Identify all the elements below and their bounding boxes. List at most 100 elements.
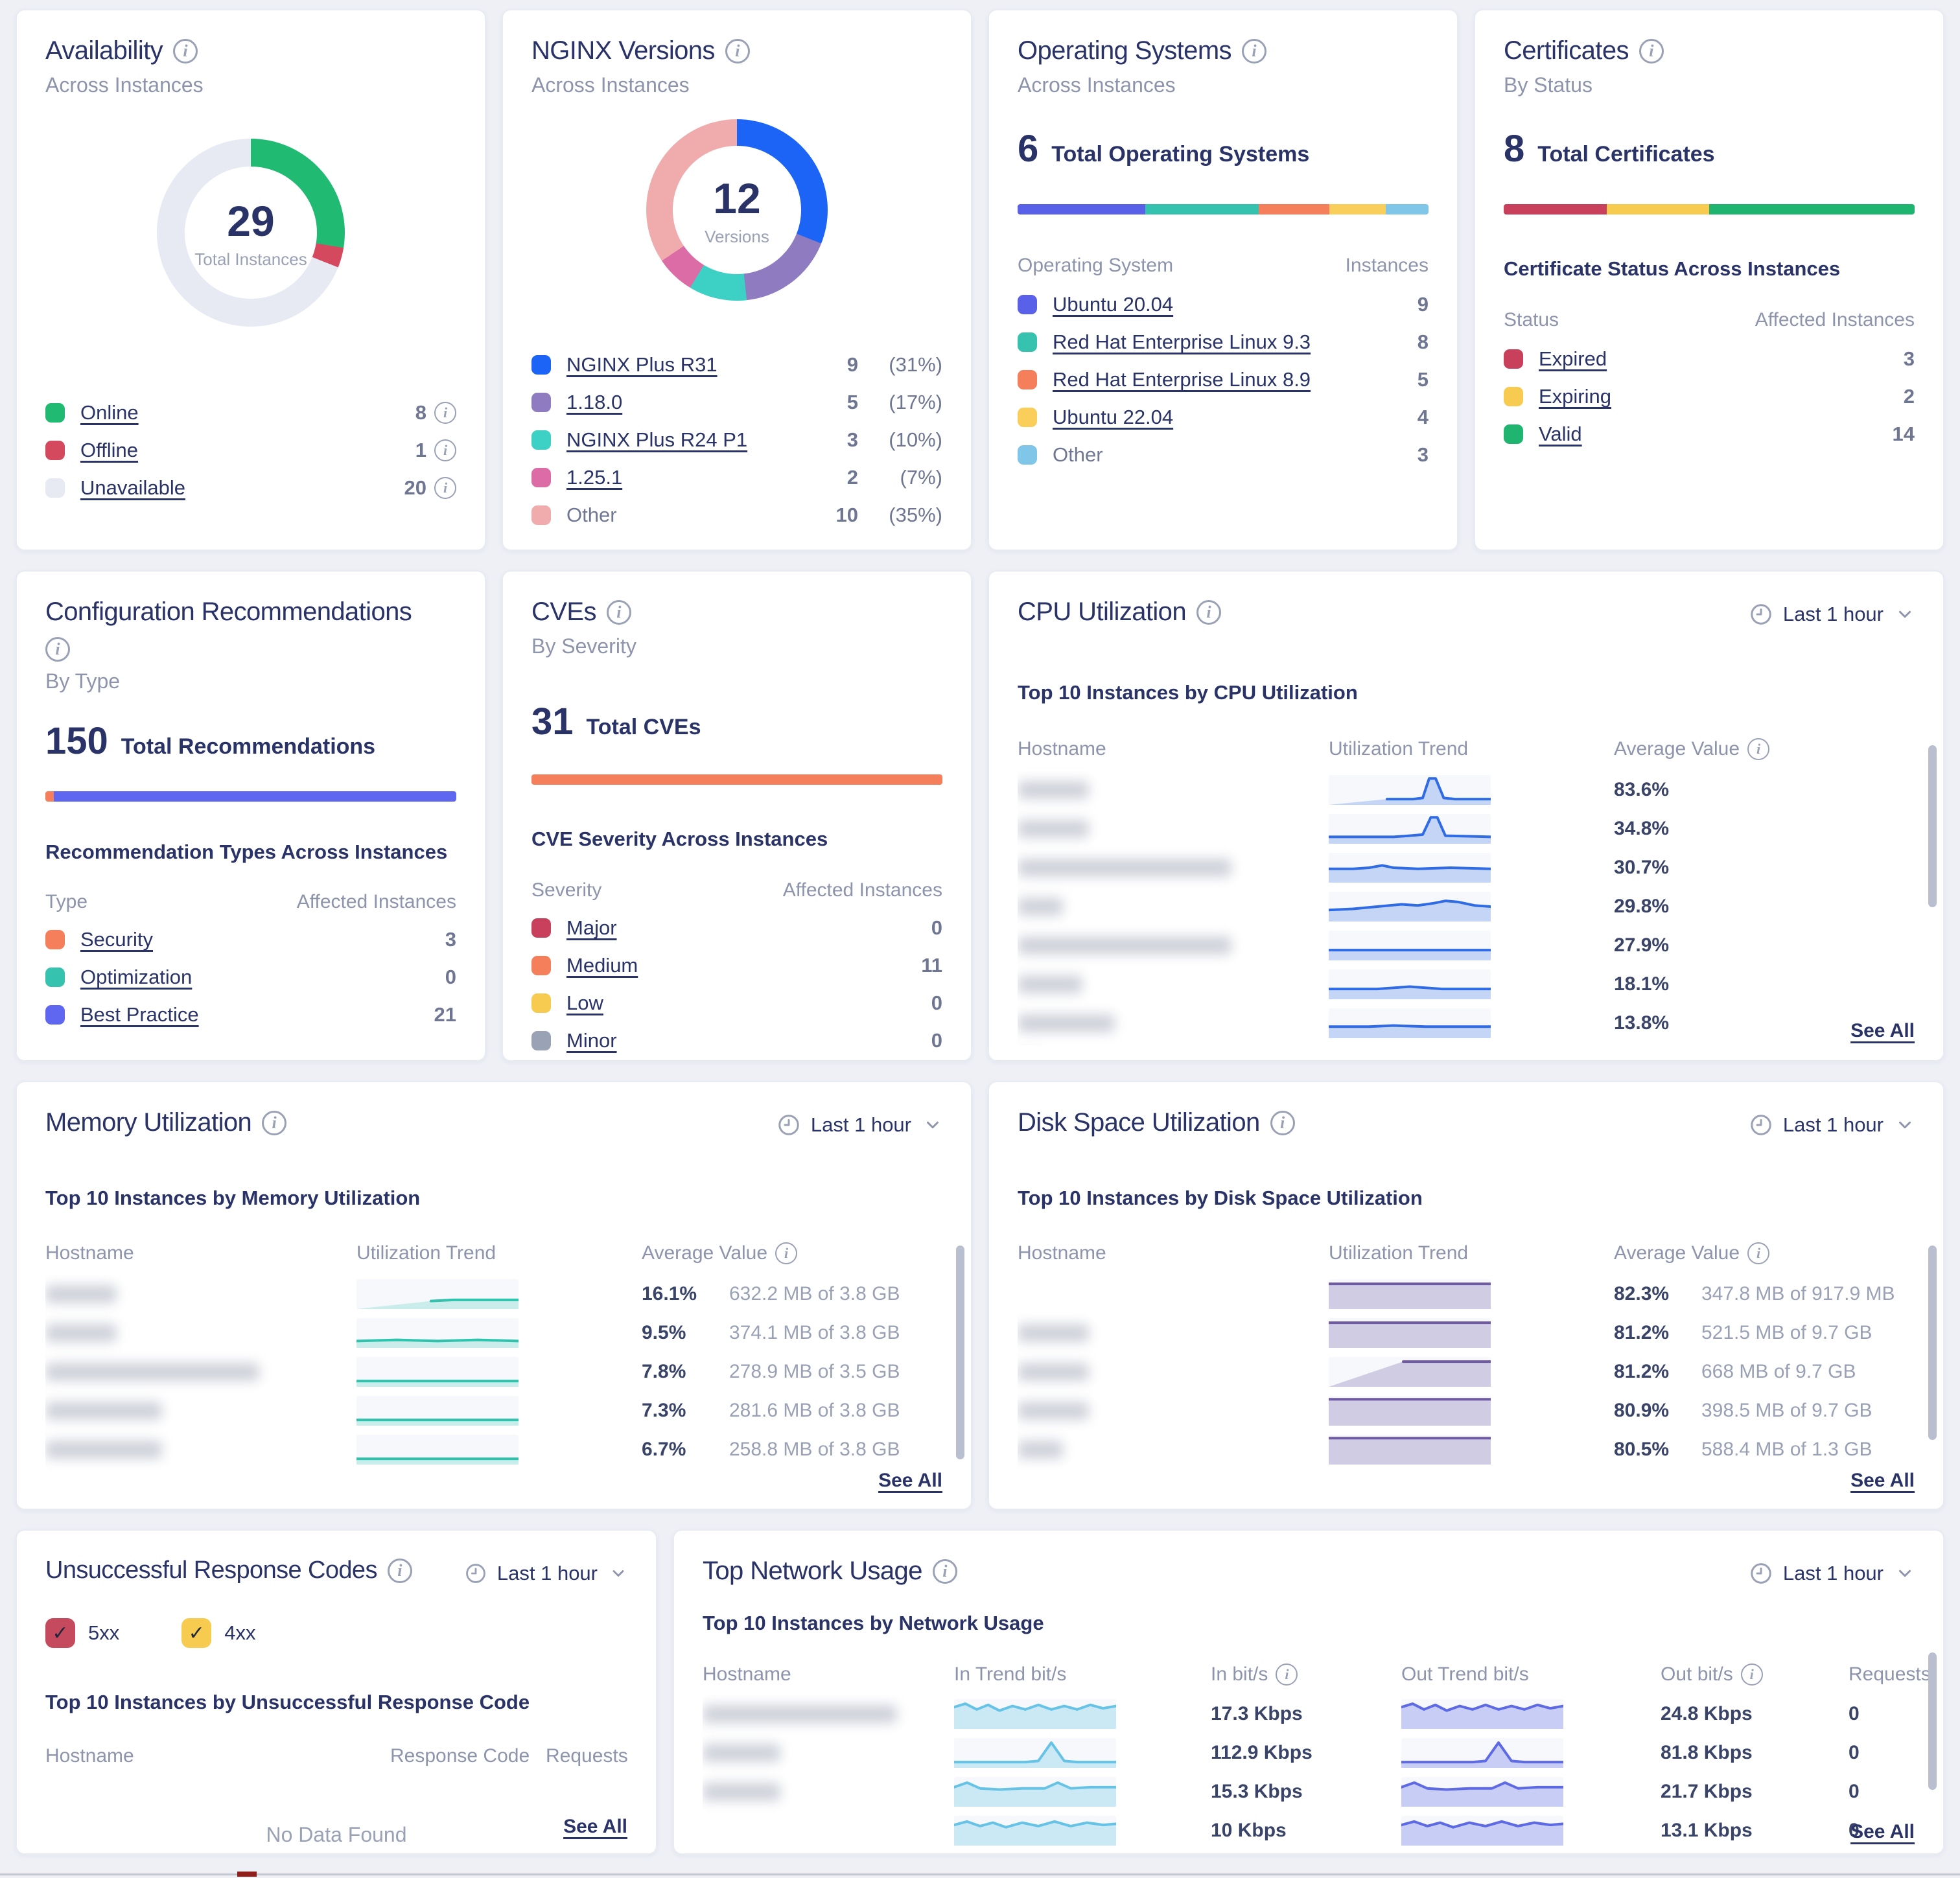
legend-item-link[interactable]: Ubuntu 22.04 — [1053, 406, 1174, 428]
card-subtitle: Across Instances — [531, 73, 690, 97]
legend-item-link[interactable]: Security — [80, 928, 153, 951]
vertical-scrollbar[interactable] — [1928, 745, 1937, 907]
nginx-versions-donut-chart: 12 Versions — [646, 119, 828, 301]
info-icon[interactable]: i — [262, 1110, 287, 1135]
legend-item-link[interactable]: Offline — [80, 439, 139, 461]
info-icon[interactable]: i — [606, 599, 631, 625]
info-icon[interactable]: i — [434, 439, 456, 461]
info-icon[interactable]: i — [1740, 1664, 1763, 1686]
disk-space-utilization-card: Disk Space Utilization i Last 1 hour Top… — [988, 1081, 1944, 1510]
time-range-picker[interactable]: Last 1 hour — [1749, 1113, 1915, 1137]
filter-checkbox-4xx[interactable]: ✓ 4xx — [181, 1618, 256, 1648]
hostname-redacted — [1018, 820, 1089, 838]
table-row: 7.8% 278.9 MB of 3.5 GB — [45, 1352, 942, 1391]
legend-item-link[interactable]: Major — [566, 916, 617, 939]
checkbox-icon[interactable]: ✓ — [45, 1618, 75, 1648]
trend-sparkline — [356, 1279, 519, 1309]
chevron-down-icon — [612, 1570, 624, 1577]
time-range-picker[interactable]: Last 1 hour — [1749, 1562, 1915, 1585]
legend-item-link[interactable]: Best Practice — [80, 1003, 199, 1026]
legend-item-link[interactable]: Valid — [1539, 423, 1582, 445]
legend-row: NGINX Plus R24 P1 3 (10%) — [531, 421, 942, 459]
info-icon[interactable]: i — [387, 1558, 412, 1583]
legend-item-link[interactable]: Expiring — [1539, 385, 1611, 408]
usage-detail: 347.8 MB of 917.9 MB — [1701, 1283, 1895, 1304]
legend-item-link[interactable]: Online — [80, 401, 139, 424]
info-icon[interactable]: i — [1196, 599, 1221, 625]
legend-row: Minor 0 — [531, 1022, 942, 1060]
legend-item-link[interactable]: Optimization — [80, 966, 192, 988]
card-title: Disk Space Utilization — [1018, 1108, 1260, 1137]
legend-item-link[interactable]: NGINX Plus R31 — [566, 353, 718, 376]
info-icon[interactable]: i — [725, 38, 750, 64]
see-all-link[interactable]: See All — [878, 1470, 942, 1491]
legend-item-link[interactable]: NGINX Plus R24 P1 — [566, 428, 748, 451]
see-all-link[interactable]: See All — [1850, 1470, 1915, 1491]
see-all-link[interactable]: See All — [1850, 1020, 1915, 1041]
info-icon[interactable]: i — [434, 477, 456, 499]
trend-sparkline — [1329, 1396, 1491, 1426]
bar-segment — [1709, 204, 1915, 214]
info-icon[interactable]: i — [1747, 738, 1770, 760]
info-icon[interactable]: i — [775, 1242, 798, 1264]
table-row: 80.5% 588.4 MB of 1.3 GB — [1018, 1430, 1915, 1469]
vertical-scrollbar[interactable] — [956, 1246, 964, 1459]
filter-checkbox-5xx[interactable]: ✓ 5xx — [45, 1618, 119, 1648]
donut-total-label: Versions — [705, 226, 769, 246]
info-icon[interactable]: i — [173, 38, 198, 64]
vertical-scrollbar[interactable] — [1928, 1652, 1937, 1790]
time-range-picker[interactable]: Last 1 hour — [465, 1562, 627, 1585]
table-row: 10 Kbps 13.1 Kbps 0 — [703, 1811, 1915, 1849]
in-bits-value: 17.3 Kbps — [1211, 1703, 1303, 1724]
average-value: 18.1% — [1614, 973, 1670, 995]
time-range-label: Last 1 hour — [1782, 1113, 1884, 1136]
card-title: CVEs — [531, 597, 596, 626]
legend-item-value: 5 — [1417, 368, 1429, 391]
see-all-link[interactable]: See All — [563, 1816, 627, 1837]
legend-item-link[interactable]: Expired — [1539, 347, 1607, 370]
legend-color-chip — [1018, 295, 1037, 314]
info-icon[interactable]: i — [1639, 38, 1664, 64]
legend-item-link[interactable]: 1.18.0 — [566, 391, 623, 413]
info-icon[interactable]: i — [1270, 1110, 1295, 1135]
legend-item-link[interactable]: Red Hat Enterprise Linux 9.3 — [1053, 330, 1311, 353]
legend-color-chip — [531, 468, 551, 487]
legend-item-value: 4 — [1417, 406, 1429, 428]
legend-color-chip — [531, 430, 551, 450]
checkbox-icon[interactable]: ✓ — [181, 1618, 212, 1648]
usage-detail: 521.5 MB of 9.7 GB — [1701, 1322, 1872, 1343]
trend-sparkline — [954, 1777, 1116, 1807]
info-icon[interactable]: i — [932, 1559, 957, 1584]
legend-item-link[interactable]: Minor — [566, 1029, 617, 1052]
time-range-picker[interactable]: Last 1 hour — [777, 1113, 942, 1137]
time-range-label: Last 1 hour — [810, 1113, 911, 1136]
see-all-link[interactable]: See All — [1850, 1821, 1915, 1842]
window-bottom-scrollbar-track[interactable] — [0, 1873, 1960, 1875]
table-row: 30.7% — [1018, 848, 1915, 887]
card-subtitle: By Severity — [531, 634, 636, 658]
legend-item-link[interactable]: Red Hat Enterprise Linux 8.9 — [1053, 368, 1311, 391]
info-icon[interactable]: i — [434, 402, 456, 424]
legend-row: Optimization 0 — [45, 958, 456, 996]
section-title: Top 10 Instances by Memory Utilization — [45, 1187, 421, 1209]
info-icon[interactable]: i — [1241, 38, 1266, 64]
legend-item-link[interactable]: Low — [566, 991, 603, 1014]
table-row: 112.9 Kbps 81.8 Kbps 0 — [703, 1733, 1915, 1772]
time-range-picker[interactable]: Last 1 hour — [1749, 603, 1915, 626]
legend-item-link[interactable]: Unavailable — [80, 476, 185, 499]
legend-item-link[interactable]: Medium — [566, 954, 638, 977]
table-row: 15.3 Kbps 21.7 Kbps 0 — [703, 1772, 1915, 1811]
legend-item-link[interactable]: Ubuntu 20.04 — [1053, 293, 1174, 316]
column-header: Utilization Trend — [356, 1242, 496, 1264]
legend-item-link[interactable]: 1.25.1 — [566, 466, 623, 489]
info-icon[interactable]: i — [45, 637, 70, 662]
table-row: 82.3% 347.8 MB of 917.9 MB — [1018, 1275, 1915, 1314]
legend-row: Major 0 — [531, 909, 942, 947]
info-icon[interactable]: i — [1276, 1664, 1298, 1686]
legend-item-value: 5 — [846, 391, 858, 413]
out-bits-value: 13.1 Kbps — [1661, 1820, 1753, 1841]
vertical-scrollbar[interactable] — [1928, 1246, 1937, 1440]
legend-color-chip — [1504, 387, 1523, 406]
info-icon[interactable]: i — [1747, 1242, 1770, 1264]
hostname-redacted — [45, 1402, 162, 1420]
